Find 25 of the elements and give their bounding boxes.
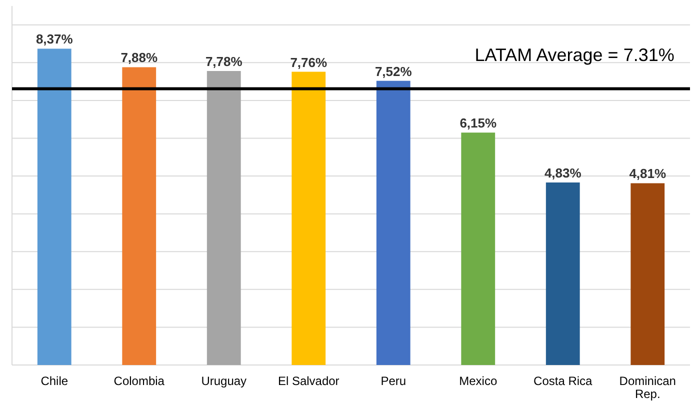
bar xyxy=(206,71,241,365)
bar xyxy=(122,67,156,365)
x-tick-label: El Salvador xyxy=(278,374,340,388)
data-label: 8,37% xyxy=(36,32,74,47)
data-label: 7,78% xyxy=(205,54,243,69)
x-tick-label: Colombia xyxy=(114,374,165,388)
bar xyxy=(630,183,665,365)
data-label: 7,88% xyxy=(120,50,158,66)
bar xyxy=(376,80,410,365)
data-label: 4,83% xyxy=(544,165,582,180)
x-tick-label: Uruguay xyxy=(201,374,247,388)
data-label: 6,15% xyxy=(460,116,497,131)
data-label: 7,52% xyxy=(374,64,412,79)
bar xyxy=(546,182,580,365)
x-tick-label: Dominican Rep. xyxy=(619,374,676,401)
x-tick-label: Peru xyxy=(380,374,406,388)
bar xyxy=(37,48,72,365)
bar xyxy=(461,132,496,365)
x-tick-label: Chile xyxy=(40,374,68,388)
data-label: 4,81% xyxy=(629,166,666,182)
bar xyxy=(292,72,326,365)
x-tick-label: Mexico xyxy=(459,374,498,388)
x-tick-label: Costa Rica xyxy=(534,374,593,388)
data-label: 7,76% xyxy=(290,54,328,70)
ref-line-label: LATAM Average = 7.31% xyxy=(474,44,674,65)
